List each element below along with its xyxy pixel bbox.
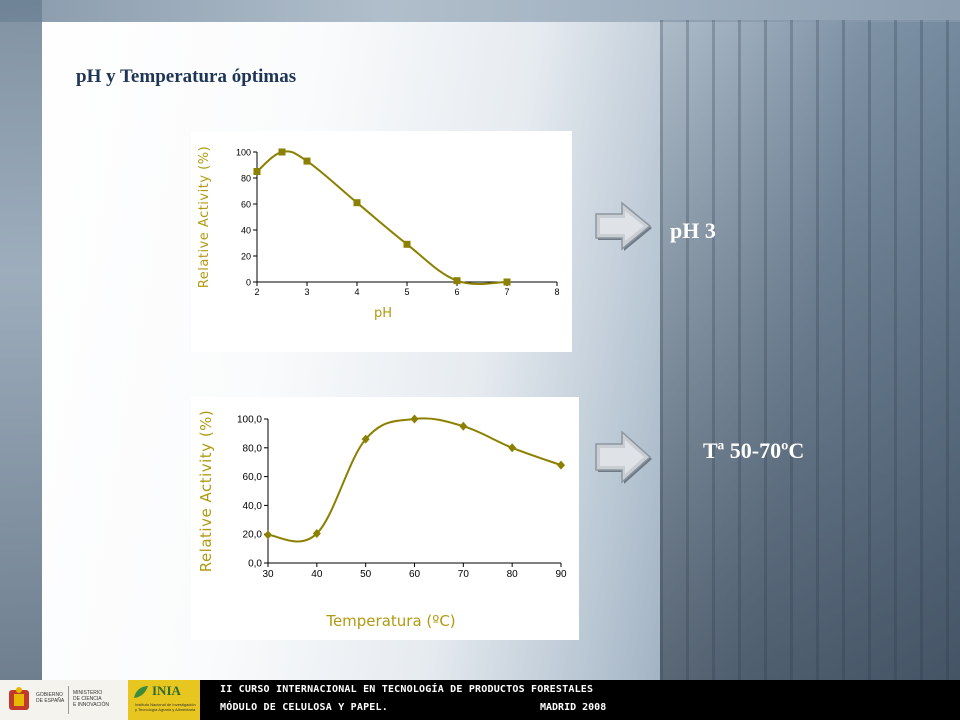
institution-logos: GOBIERNO DE ESPAÑA MINISTERIO DE CIENCIA…: [0, 680, 200, 720]
temp-chart-y-tick-label: 0,0: [248, 559, 262, 570]
right-arrow-icon: [595, 430, 652, 484]
ph-chart-y-axis-label: Relative Activity (%): [197, 146, 212, 288]
ph-chart-y-tick-label: 40: [241, 226, 251, 236]
background-photo-machinery: [660, 20, 960, 680]
temp-chart-series-line: [267, 417, 562, 543]
ph-chart-series-line: [256, 150, 508, 286]
background-photo-strip-left: [0, 0, 42, 680]
ph-chart-svg: 0 20 40 60 80 100 2 3 4 5 6 7 8 pH Relative Activity (…: [197, 146, 560, 321]
temp-chart-y-tick-label: 60,0: [243, 472, 263, 483]
ph-chart-data-point: [503, 278, 511, 286]
temp-chart-data-point: [508, 443, 517, 453]
coat-of-arms-icon: [9, 687, 29, 710]
temp-chart-x-tick-label: 50: [360, 569, 372, 580]
temp-chart-y-tick-label: 40,0: [243, 501, 263, 512]
ph-chart-data-point: [253, 168, 261, 175]
temp-chart-y-tick-label: 100,0: [237, 415, 262, 426]
temp-chart-data-point: [410, 414, 419, 424]
ph-chart-data-point: [403, 240, 411, 248]
temp-chart-x-tick-label: 80: [507, 569, 519, 580]
ph-chart-x-tick-label: 5: [404, 287, 409, 297]
temp-chart-x-tick-label: 30: [262, 569, 274, 580]
temp-chart-x-axis-label: Temperatura (ºC): [325, 612, 455, 630]
inia-leaf-icon: [134, 686, 148, 698]
ph-chart-x-axis-label: pH: [374, 306, 392, 321]
temp-chart-x-tick-label: 60: [409, 569, 421, 580]
temp-chart-x-tick-label: 40: [311, 569, 323, 580]
ph-chart-y-tick-label: 100: [236, 148, 251, 158]
ph-activity-chart: 0 20 40 60 80 100 2 3 4 5 6 7 8 pH Relative Activity (…: [191, 131, 572, 352]
footer-place-date: MADRID 2008: [540, 702, 607, 713]
ph-chart-y-tick-label: 80: [241, 174, 251, 184]
temperature-activity-chart: 0,0 20,0 40,0 60,0 80,0 100,0 30 40 50 60 70 80 90 Te…: [191, 397, 579, 640]
footer-course-title: II CURSO INTERNACIONAL EN TECNOLOGÍA DE …: [220, 684, 594, 695]
slide-title: pH y Temperatura óptimas: [76, 66, 297, 87]
temp-chart-x-tick-label: 90: [555, 569, 567, 580]
footer-bar: GOBIERNO DE ESPAÑA MINISTERIO DE CIENCIA…: [0, 680, 960, 720]
ph-chart-y-tick-label: 0: [246, 278, 251, 288]
inia-logo-text: INIA: [152, 683, 181, 698]
gobierno-logo-text: GOBIERNO DE ESPAÑA: [36, 692, 65, 704]
inia-subtitle: Instituto Nacional de Investigación y Te…: [135, 702, 196, 712]
ph-chart-x-tick-label: 8: [554, 287, 559, 297]
temp-chart-data-point: [264, 530, 272, 540]
temp-chart-data-point: [459, 421, 468, 431]
ph-chart-x-tick-label: 7: [504, 287, 509, 297]
ph-chart-data-point: [353, 199, 361, 207]
temp-chart-y-tick-label: 80,0: [243, 443, 263, 454]
ph-chart-x-tick-label: 2: [254, 287, 259, 297]
right-arrow-icon: [595, 201, 652, 251]
temp-chart-data-point: [361, 434, 370, 444]
ph-chart-x-tick-label: 6: [454, 287, 459, 297]
ph-chart-x-tick-label: 4: [354, 287, 359, 297]
temp-chart-x-tick-label: 70: [458, 569, 470, 580]
ph-chart-x-tick-label: 3: [304, 287, 309, 297]
footer-module: MÓDULO DE CELULOSA Y PAPEL.: [220, 702, 388, 713]
temp-chart-data-point: [557, 460, 565, 470]
temperature-chart-svg: 0,0 20,0 40,0 60,0 80,0 100,0 30 40 50 60 70 80 90 Te…: [197, 410, 567, 630]
ph-chart-y-tick-label: 20: [241, 252, 251, 262]
ministerio-logo-text: MINISTERIO DE CIENCIA E INNOVACIÓN: [73, 690, 110, 708]
temp-chart-data-point: [312, 528, 321, 538]
ph-chart-data-point: [278, 148, 286, 156]
temp-chart-y-tick-label: 20,0: [243, 530, 263, 541]
ph-chart-y-tick-label: 60: [241, 200, 251, 210]
ph-chart-data-point: [453, 277, 461, 285]
background-photo-strip: [0, 0, 960, 22]
optimal-temperature-result: Tª 50-70ºC: [703, 438, 805, 463]
optimal-ph-result: pH 3: [670, 218, 716, 243]
temp-chart-y-axis-label: Relative Activity (%): [197, 410, 215, 573]
ph-chart-data-point: [303, 157, 311, 165]
